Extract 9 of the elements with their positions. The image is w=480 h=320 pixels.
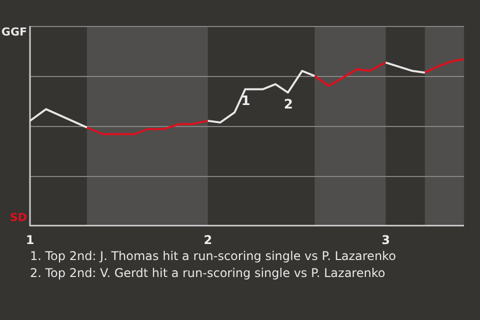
text: GGF: [1, 25, 27, 38]
x-tick-label: 1: [26, 232, 34, 247]
text: SD: [10, 210, 27, 224]
annotation: 2: [284, 97, 293, 112]
x-tick-label: 3: [382, 232, 390, 247]
text: 2. Top 2nd: V. Gerdt hit a run-scoring single vs P. Lazarenko: [30, 265, 386, 282]
annotation: 1: [241, 94, 250, 110]
x-tick-label: 2: [204, 232, 212, 247]
text: 1. Top 2nd: J. Thomas hit a run-scoring single vs P. Lazarenko: [30, 248, 397, 265]
